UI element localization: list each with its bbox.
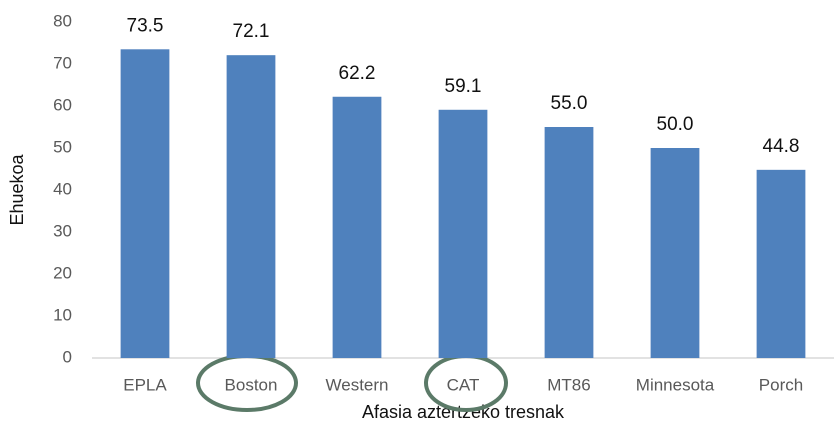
bar bbox=[226, 55, 276, 359]
y-tick-label: 40 bbox=[53, 179, 72, 198]
bar bbox=[756, 169, 806, 358]
y-tick-label: 60 bbox=[53, 95, 72, 114]
y-tick-label: 10 bbox=[53, 305, 72, 324]
value-label: 59.1 bbox=[445, 76, 482, 97]
value-label: 44.8 bbox=[763, 136, 800, 157]
y-tick-label: 50 bbox=[53, 137, 72, 156]
y-tick-label: 20 bbox=[53, 263, 72, 282]
y-tick-label: 80 bbox=[53, 11, 72, 30]
bar bbox=[438, 109, 488, 358]
value-label: 73.5 bbox=[127, 15, 164, 36]
value-label: 62.2 bbox=[339, 63, 376, 84]
bar bbox=[544, 127, 594, 358]
x-tick-label: Boston bbox=[225, 375, 278, 394]
x-tick-label: EPLA bbox=[123, 375, 167, 394]
bar bbox=[332, 96, 382, 358]
x-tick-label: Western bbox=[326, 375, 389, 394]
x-tick-label: Minnesota bbox=[636, 375, 715, 394]
y-axis-title: Ehuekoa bbox=[7, 153, 27, 225]
value-label: 72.1 bbox=[233, 21, 270, 42]
x-tick-label: Porch bbox=[759, 375, 803, 394]
y-tick-label: 30 bbox=[53, 221, 72, 240]
value-label: 55.0 bbox=[551, 93, 588, 114]
y-tick-label: 70 bbox=[53, 53, 72, 72]
bar bbox=[120, 49, 170, 359]
bar bbox=[650, 148, 700, 358]
x-tick-label: CAT bbox=[447, 375, 480, 394]
y-tick-label: 0 bbox=[63, 347, 72, 366]
x-tick-label: MT86 bbox=[547, 375, 590, 394]
value-label: 50.0 bbox=[657, 114, 694, 135]
